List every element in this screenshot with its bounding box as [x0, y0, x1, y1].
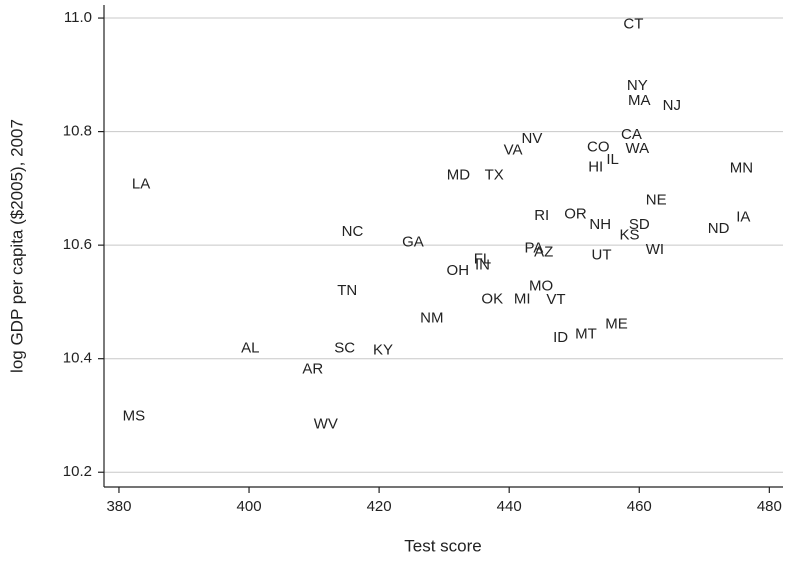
- point-label: ND: [708, 220, 730, 237]
- point-label: IN: [475, 257, 490, 274]
- point-label: VA: [504, 141, 523, 158]
- point-label: VT: [546, 291, 565, 308]
- point-label: PA: [524, 240, 543, 257]
- point-label: WV: [314, 416, 338, 433]
- point-label: AL: [241, 339, 259, 356]
- point-label: CO: [587, 138, 610, 155]
- y-tick-label: 10.2: [63, 463, 92, 480]
- point-label: KY: [373, 342, 393, 359]
- y-tick-label: 10.4: [63, 350, 92, 367]
- point-label: FL: [474, 250, 492, 267]
- point-label: CA: [621, 126, 642, 143]
- point-label: MO: [529, 278, 553, 295]
- y-tick-label: 10.8: [63, 123, 92, 140]
- point-label: GA: [402, 233, 424, 250]
- y-tick-label: 11.0: [64, 9, 92, 26]
- point-label: IL: [606, 151, 619, 168]
- point-label: RI: [534, 207, 549, 224]
- point-label: ME: [605, 316, 628, 333]
- point-label: MA: [628, 92, 651, 109]
- point-label: ID: [553, 329, 568, 346]
- point-label: OK: [481, 291, 503, 308]
- point-label: TX: [485, 166, 504, 183]
- point-label: WI: [646, 241, 664, 258]
- point-label: OH: [447, 262, 470, 279]
- point-label: MN: [730, 159, 753, 176]
- point-label: NH: [589, 216, 611, 233]
- point-label: NE: [646, 191, 667, 208]
- point-label: HI: [588, 158, 603, 175]
- point-label: LA: [132, 175, 150, 192]
- x-axis-label: Test score: [404, 536, 481, 555]
- point-label: NY: [627, 77, 648, 94]
- point-label: SD: [629, 216, 650, 233]
- y-axis-label: log GDP per capita ($2005), 2007: [7, 119, 26, 373]
- point-label: OR: [564, 205, 587, 222]
- point-label: NV: [522, 130, 543, 147]
- point-label: MS: [123, 408, 146, 425]
- point-label: NC: [342, 223, 364, 240]
- point-label: AR: [302, 360, 323, 377]
- x-tick-label: 420: [367, 498, 392, 515]
- point-label: TN: [337, 282, 357, 299]
- point-label: UT: [592, 246, 612, 263]
- x-tick-label: 460: [627, 498, 652, 515]
- x-tick-label: 440: [497, 498, 522, 515]
- point-label: CT: [623, 15, 643, 32]
- point-label: AZ: [534, 243, 553, 260]
- point-label: NJ: [663, 97, 681, 114]
- y-tick-label: 10.6: [63, 236, 92, 253]
- point-label: MD: [447, 166, 470, 183]
- point-label: KS: [620, 226, 640, 243]
- point-label: NM: [420, 309, 443, 326]
- point-label: WA: [626, 140, 650, 157]
- point-label: SC: [334, 339, 355, 356]
- x-tick-label: 400: [237, 498, 262, 515]
- point-label: IA: [736, 208, 750, 225]
- x-tick-label: 480: [757, 498, 782, 515]
- point-label: MT: [575, 325, 597, 342]
- point-label: MI: [514, 291, 531, 308]
- x-tick-label: 380: [106, 498, 131, 515]
